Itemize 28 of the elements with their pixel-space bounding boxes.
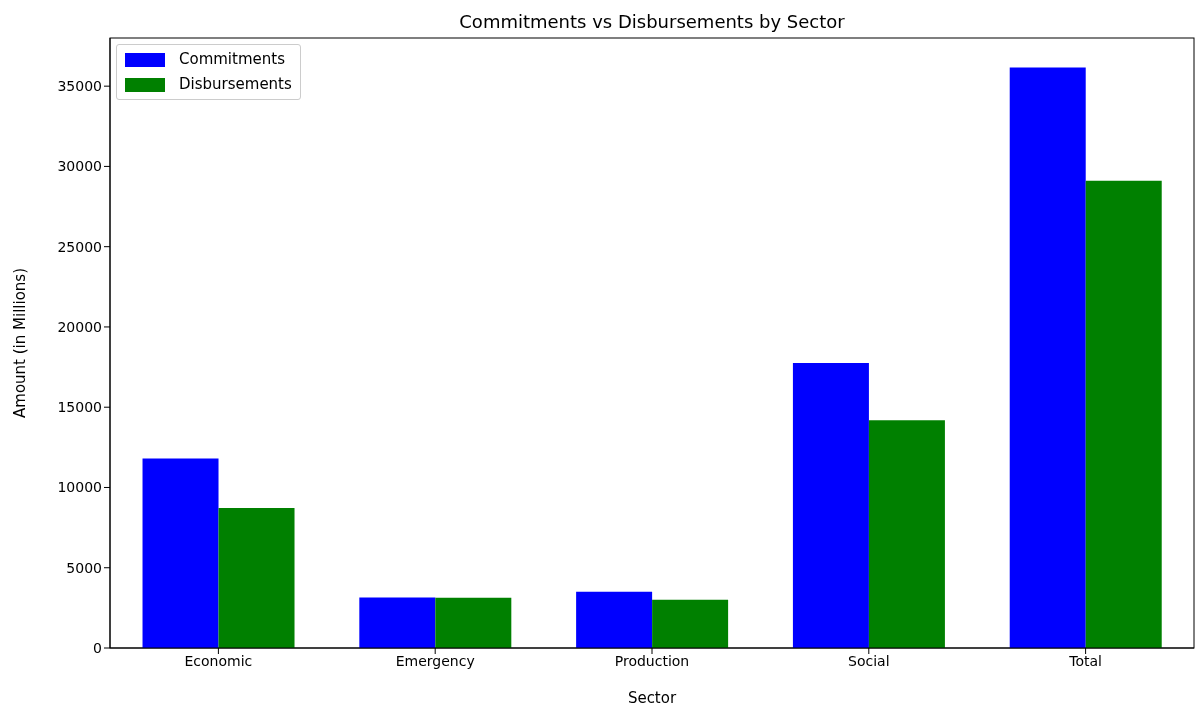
x-tick-label: Production [614, 652, 690, 669]
legend-label: Disbursements [179, 74, 292, 95]
y-tick-label: 5000 [66, 559, 102, 576]
bar [142, 458, 219, 648]
bar [576, 591, 653, 648]
x-axis-title: Sector [627, 689, 677, 707]
bar [359, 597, 436, 648]
x-tick-label: Economic [184, 652, 253, 669]
bar [1009, 67, 1086, 648]
chart-title: Commitments vs Disbursements by Sector [459, 11, 846, 32]
y-tick-label: 0 [93, 639, 102, 656]
bar [792, 363, 869, 648]
bar [652, 599, 729, 648]
y-tick-label: 15000 [57, 399, 102, 416]
bar [868, 420, 945, 648]
legend-label: Commitments [179, 49, 285, 70]
y-axis-title: Amount (in Millions) [11, 268, 30, 418]
x-tick-label: Social [848, 652, 890, 669]
bar [218, 508, 295, 648]
bar [435, 597, 512, 648]
x-tick-label: Total [1068, 652, 1102, 669]
y-tick-label: 35000 [57, 78, 102, 95]
y-tick-label: 20000 [57, 318, 102, 335]
y-tick-label: 10000 [57, 479, 102, 496]
bar [1085, 180, 1162, 648]
x-tick-label: Emergency [395, 652, 475, 669]
y-tick-label: 25000 [57, 238, 102, 255]
y-tick-label: 30000 [57, 158, 102, 175]
